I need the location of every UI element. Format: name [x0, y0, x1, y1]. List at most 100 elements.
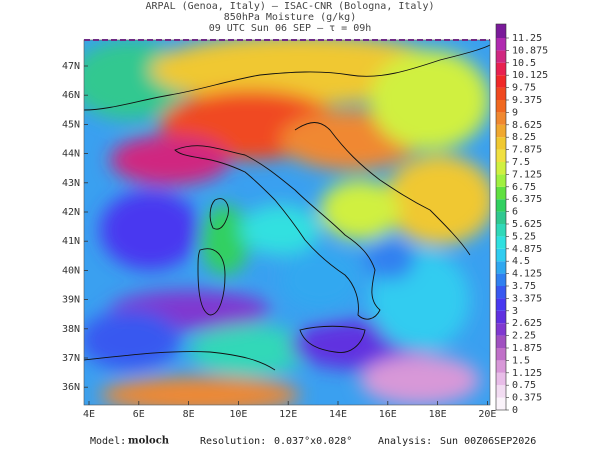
lat-label: 37N: [62, 353, 80, 364]
colorbar-tick-label: 7.125: [512, 169, 542, 180]
lon-label: 8E: [183, 409, 195, 420]
colorbar-tick-label: 11.25: [512, 33, 542, 44]
colorbar-tick-label: 7.5: [512, 157, 530, 168]
colorbar-band: [496, 100, 506, 113]
lon-label: 20E: [478, 409, 496, 420]
colorbar-band: [496, 87, 506, 100]
colorbar-band: [496, 224, 506, 237]
colorbar-tick-label: 10.875: [512, 45, 548, 56]
colorbar-tick-label: 0: [512, 405, 518, 416]
colorbar-tick-label: 0.75: [512, 380, 536, 391]
colorbar-tick-label: 10.5: [512, 58, 536, 69]
colorbar-tick-label: 2.625: [512, 318, 542, 329]
lat-label: 46N: [62, 90, 80, 101]
lon-label: 10E: [229, 409, 247, 420]
header-line: ARPAL (Genoa, Italy) — ISAC-CNR (Bologna…: [146, 1, 435, 12]
colorbar-tick-label: 2.25: [512, 331, 536, 342]
colorbar-band: [496, 137, 506, 150]
colorbar-tick-label: 5.625: [512, 219, 542, 230]
colorbar-band: [496, 149, 506, 162]
colorbar-band: [496, 323, 506, 336]
colorbar-band: [496, 50, 506, 63]
colorbar-band: [496, 298, 506, 311]
colorbar-band: [496, 75, 506, 88]
lon-label: 6E: [133, 409, 145, 420]
colorbar-tick-label: 1.875: [512, 343, 542, 354]
footer-label: Model:: [90, 436, 126, 447]
colorbar-band: [496, 360, 506, 373]
colorbar-tick-label: 5.25: [512, 231, 536, 242]
colorbar-tick-label: 1.5: [512, 355, 530, 366]
footer-value: moloch: [128, 436, 170, 447]
colorbar-band: [496, 397, 506, 410]
colorbar-tick-label: 8.625: [512, 120, 542, 131]
colorbar-band: [496, 124, 506, 138]
colorbar-tick-label: 7.875: [512, 145, 542, 156]
colorbar-band: [496, 348, 506, 361]
colorbar-tick-label: 0.375: [512, 393, 542, 404]
colorbar-tick-label: 6: [512, 207, 518, 218]
colorbar-band: [496, 186, 506, 200]
colorbar-band: [496, 286, 506, 299]
footer-value: 0.037°x0.028°: [274, 436, 352, 447]
colorbar-band: [496, 211, 506, 224]
watermark: ARPAL: [150, 405, 183, 418]
lat-label: 36N: [62, 382, 80, 393]
colorbar-tick-label: 4.875: [512, 244, 542, 255]
colorbar-tick-label: 8.25: [512, 132, 536, 143]
header-line: 850hPa Moisture (g/kg): [224, 12, 356, 23]
colorbar-band: [496, 248, 506, 262]
colorbar-tick-label: 3.375: [512, 293, 542, 304]
lat-label: 41N: [62, 236, 80, 247]
colorbar-tick-label: 3.75: [512, 281, 536, 292]
colorbar-band: [496, 24, 506, 38]
lat-label: 45N: [62, 119, 80, 130]
lat-label: 39N: [62, 295, 80, 306]
colorbar-tick-label: 4.5: [512, 256, 530, 267]
colorbar-band: [496, 174, 506, 187]
lat-label: 44N: [62, 149, 80, 160]
colorbar-band: [496, 236, 506, 249]
colorbar-band: [496, 112, 506, 125]
colorbar-band: [496, 335, 506, 348]
footer-value: Sun 00Z06SEP2026: [440, 436, 536, 447]
colorbar-band: [496, 38, 506, 51]
colorbar-tick-label: 9.75: [512, 83, 536, 94]
lon-label: 12E: [279, 409, 297, 420]
footer-label: Resolution:: [200, 436, 266, 447]
colorbar-band: [496, 261, 506, 274]
colorbar-band: [496, 273, 506, 286]
lat-label: 42N: [62, 207, 80, 218]
footer-label: Analysis:: [378, 436, 432, 447]
colorbar-band: [496, 199, 506, 212]
colorbar-tick-label: 4.125: [512, 269, 542, 280]
colorbar-tick-label: 6.375: [512, 194, 542, 205]
lat-label: 40N: [62, 265, 80, 276]
colorbar-tick-label: 10.125: [512, 70, 548, 81]
lat-label: 43N: [62, 178, 80, 189]
lon-label: 16E: [379, 409, 397, 420]
lon-label: 14E: [329, 409, 347, 420]
colorbar-tick-label: 1.125: [512, 368, 542, 379]
map-frame: [83, 39, 491, 406]
colorbar-band: [496, 162, 506, 175]
colorbar-band: [496, 372, 506, 386]
axis-labels: 47N 46N 45N 44N 43N 42N 41N 40N 39N 38N 37N 36N 4E 6E…: [62, 61, 496, 420]
colorbar-tick-label: 6.75: [512, 182, 536, 193]
colorbar-band: [496, 385, 506, 398]
lon-label: 4E: [83, 409, 95, 420]
lon-label: 18E: [429, 409, 447, 420]
moisture-field: ARPAL ARPAL ARPAL: [84, 40, 490, 418]
colorbar-tick-label: 9.375: [512, 95, 542, 106]
lat-label: 47N: [62, 61, 80, 72]
lat-label: 38N: [62, 324, 80, 335]
colorbar-frame: [495, 23, 507, 411]
header-line: 09 UTC Sun 06 SEP — τ = 09h: [209, 23, 372, 34]
colorbar-band: [496, 62, 506, 76]
colorbar-band: [496, 310, 506, 324]
colorbar-tick-label: 3: [512, 306, 518, 317]
colorbar-tick-label: 9: [512, 107, 518, 118]
